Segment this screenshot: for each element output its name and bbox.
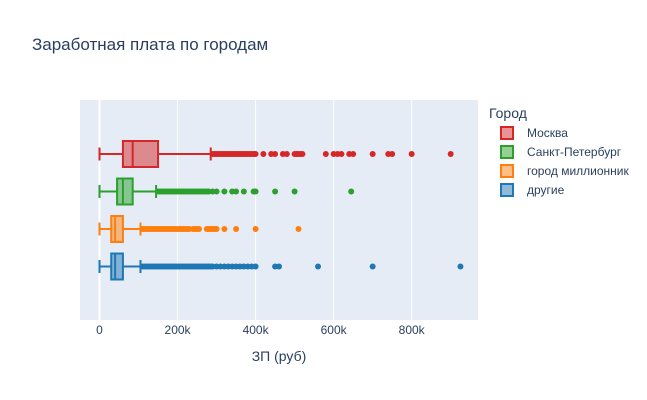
outlier-point [315,263,322,270]
outlier-point [196,226,203,232]
box-series [98,140,454,168]
legend: Москва Санкт-Петербург город миллионник дру… [500,126,629,197]
box-series [98,177,355,206]
outlier-point [369,151,376,157]
outlier-point [260,151,267,157]
outlier-point [221,188,228,195]
x-axis-title: ЗП (руб) [252,348,307,364]
outlier-point [299,151,306,157]
legend-swatch [500,145,514,159]
outlier-point [350,151,357,157]
outlier-point [322,151,329,157]
outlier-point [240,188,247,195]
plot-area [80,100,478,320]
outlier-point [233,226,240,232]
outlier-point [389,151,396,157]
outlier-point [457,263,464,270]
outlier-point [338,151,345,157]
outlier-point [252,226,259,232]
outlier-point [283,151,290,157]
outlier-point [213,226,220,232]
x-tick-label: 200k [165,323,192,337]
outlier-point [252,188,259,195]
legend-item[interactable]: другие [500,183,565,197]
legend-label: Москва [527,126,568,140]
legend-label: Санкт-Петербург [527,145,622,159]
legend-swatch [500,183,514,197]
series-layer [98,140,464,281]
box-series [98,252,464,281]
x-tick-label: 600k [321,323,348,337]
box-iqr [110,252,124,281]
x-tick-label: 400k [243,323,270,337]
outlier-point [213,188,220,195]
outlier-point [221,226,228,232]
legend-item[interactable]: город миллионник [500,164,629,178]
x-tick-label: 800k [399,323,426,337]
chart-title: Заработная плата по городам [32,35,268,54]
outlier-point [369,263,376,270]
legend-swatch [500,164,514,178]
box-series [98,215,302,243]
box-iqr [110,215,124,243]
outlier-point [348,188,355,195]
legend-swatch [500,126,514,140]
legend-label: город миллионник [527,164,629,178]
outlier-point [291,188,298,195]
outlier-point [295,226,302,232]
outlier-point [272,151,279,157]
legend-title: Город [489,105,527,121]
legend-item[interactable]: Санкт-Петербург [500,145,622,159]
outlier-point [272,188,279,195]
grid-layer [98,100,413,320]
x-tick-labels: 0 200k 400k 600k 800k [96,323,426,337]
outlier-point [447,151,454,157]
outlier-point [233,188,240,195]
x-tick-label: 0 [96,323,103,337]
box-iqr [116,177,134,206]
legend-item[interactable]: Москва [500,126,568,140]
outlier-point [252,151,259,157]
box-iqr [121,140,160,168]
outlier-point [408,151,415,157]
outlier-point [252,263,259,270]
legend-label: другие [527,183,565,197]
outlier-point [276,263,282,270]
